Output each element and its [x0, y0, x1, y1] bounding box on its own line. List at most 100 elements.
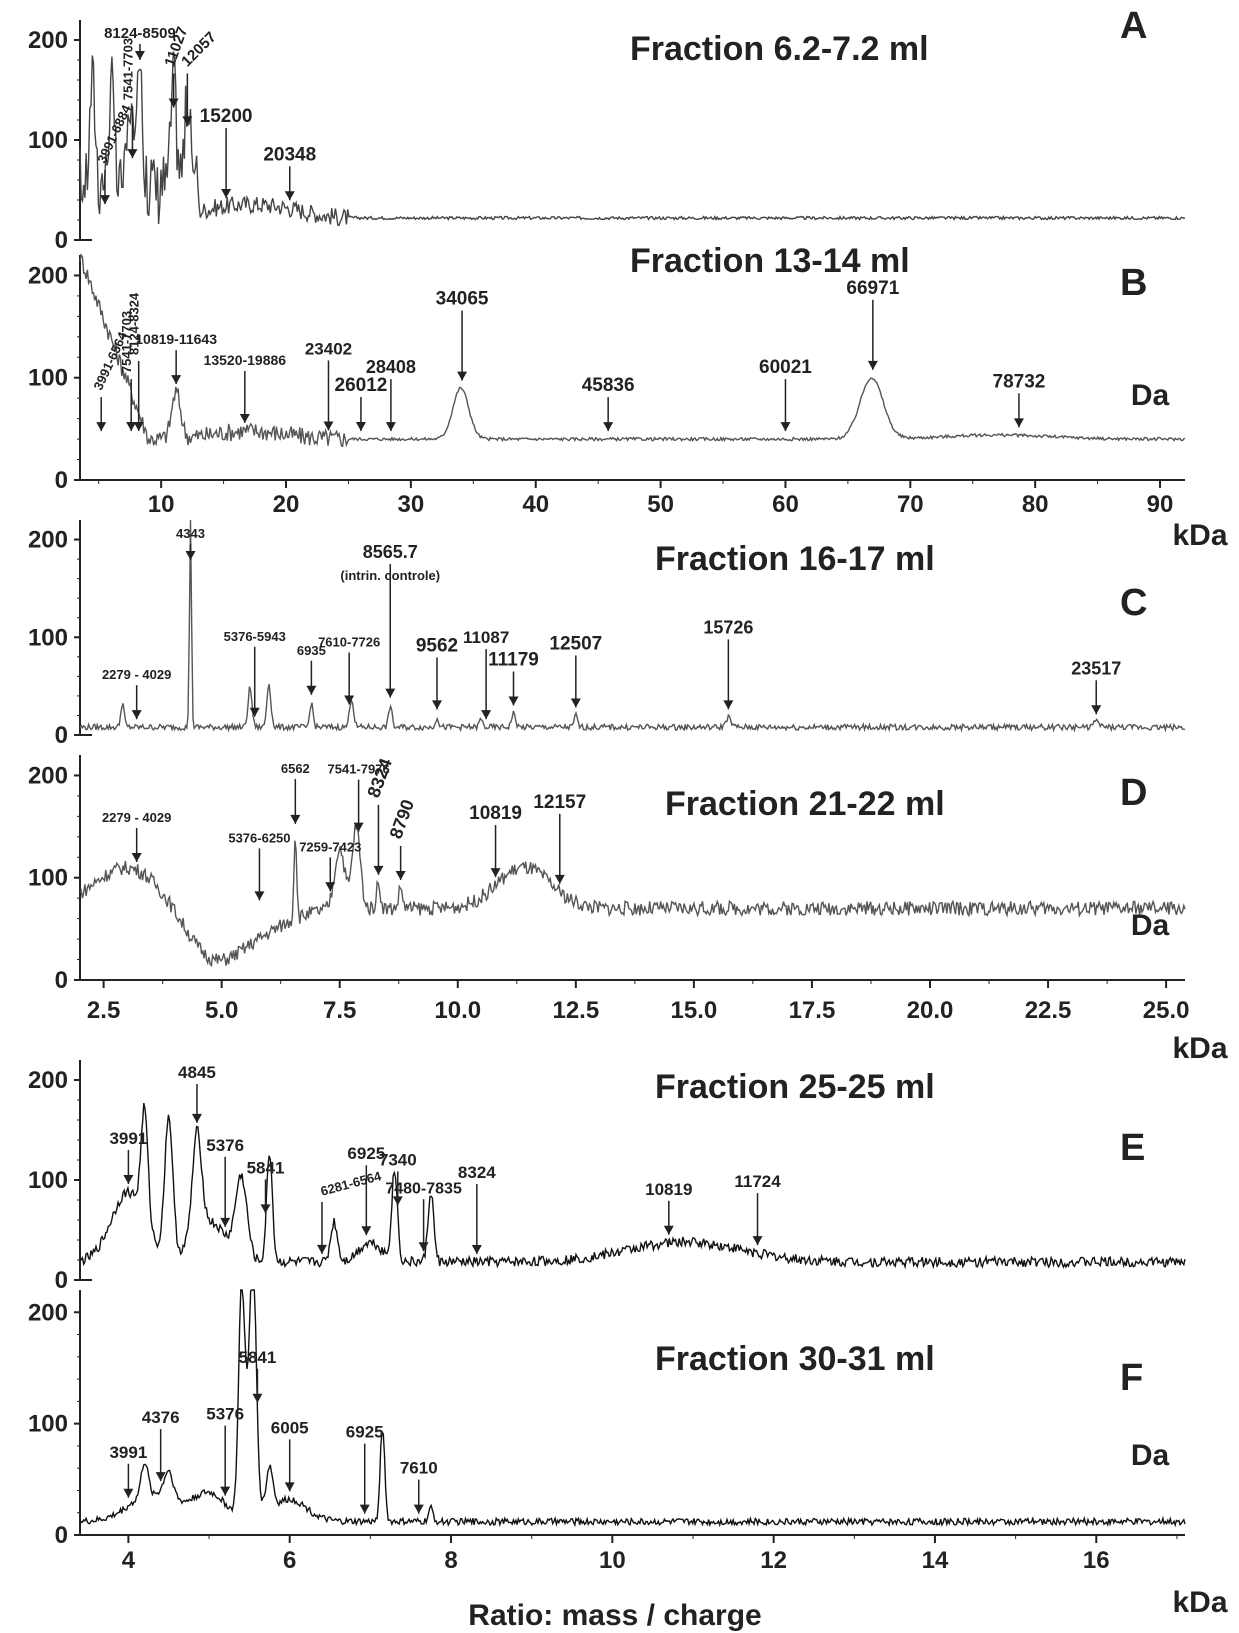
- peak-annotation: 26012: [335, 375, 388, 396]
- arrow-head: [171, 375, 182, 385]
- unit-da: Da: [1131, 379, 1170, 412]
- arrow-head: [134, 51, 145, 60]
- panel-letter: E: [1120, 1127, 1145, 1169]
- arrow-head: [325, 882, 336, 892]
- peak-annotation: 6562: [281, 761, 310, 776]
- peak-annotation: 5376-5943: [224, 629, 286, 644]
- arrow-head: [867, 360, 878, 370]
- peak-annotation: 60021: [759, 357, 812, 378]
- peak-annotation: 13520-19886: [204, 352, 287, 368]
- ytick-label: 0: [55, 1522, 68, 1549]
- xtick-label: 22.5: [1025, 997, 1072, 1024]
- peak-annotation: 15200: [200, 106, 253, 127]
- peak-annotation: 7480-7835: [385, 1180, 462, 1197]
- arrow-head: [123, 1488, 134, 1498]
- arrow-head: [373, 865, 384, 875]
- peak-annotation: 12507: [549, 633, 602, 654]
- arrow-head: [316, 1244, 327, 1254]
- xtick-label: 90: [1147, 491, 1174, 518]
- peak-annotation: 6005: [271, 1418, 309, 1437]
- peak-annotation: (intrin. controle): [340, 568, 440, 583]
- arrow-head: [220, 1486, 231, 1496]
- arrow-head: [155, 1472, 166, 1482]
- arrow-head: [127, 149, 138, 159]
- arrow-head: [780, 422, 791, 432]
- peak-annotation: 7541-7976: [328, 762, 390, 777]
- xtick-label: 40: [522, 491, 549, 518]
- arrow-head: [290, 814, 301, 824]
- arrow-head: [395, 870, 406, 880]
- peak-annotation: 8324: [458, 1163, 496, 1182]
- arrow-head: [323, 421, 334, 431]
- arrow-head: [663, 1225, 674, 1235]
- arrow-head: [385, 688, 396, 698]
- arrow-head: [96, 422, 107, 432]
- arrow-head: [413, 1504, 424, 1514]
- arrow-head: [123, 1174, 134, 1184]
- panel-e: 0 100 200 Fraction 25-25 ml E 3991 4845 5376584…: [28, 1060, 1186, 1294]
- xtick-label: 50: [647, 491, 674, 518]
- xtick-label: 20: [273, 491, 300, 518]
- peak-annotation: 6925: [347, 1144, 385, 1163]
- peak-annotation: 23402: [305, 339, 352, 358]
- peak-annotation: 6935: [297, 643, 326, 658]
- arrow-head: [252, 1393, 263, 1403]
- arrow-head: [249, 707, 260, 717]
- xtick-label: 20.0: [907, 997, 954, 1024]
- xtick-label: 8: [444, 1547, 457, 1574]
- xtick-label: 14: [922, 1547, 949, 1574]
- spectrum-trace-C: [79, 519, 1186, 733]
- peak-annotation: 6281-6564: [319, 1168, 384, 1199]
- arrow-head: [1091, 705, 1102, 715]
- xtick-label: 4: [122, 1547, 136, 1574]
- arrow-head: [432, 700, 442, 710]
- arrow-head: [723, 700, 734, 710]
- arrow-head: [306, 685, 317, 695]
- arrow-head: [355, 422, 366, 432]
- peak-annotation: 10819-11643: [135, 331, 217, 347]
- peak-annotation: 3991: [109, 1129, 147, 1148]
- peak-annotation: 7610-7726: [318, 635, 380, 650]
- ytick-label: 0: [55, 722, 68, 749]
- x-axis-label: Ratio: mass / charge: [468, 1599, 761, 1632]
- xtick-label: 80: [1022, 491, 1049, 518]
- ytick-label: 100: [28, 1167, 68, 1194]
- peak-annotation: 7610: [400, 1459, 438, 1478]
- xtick-label: 12.5: [552, 997, 599, 1024]
- ytick-label: 100: [28, 1411, 68, 1438]
- xtick-label: 7.5: [323, 997, 356, 1024]
- panel-letter: F: [1120, 1357, 1143, 1399]
- panel-d: 0 100 200 2.5 5.0 7.5 10.0 12.5 15.0 17.5 20.0 22.5…: [28, 755, 1228, 1065]
- peak-annotation: 5376: [206, 1136, 244, 1155]
- xtick-label: 16: [1083, 1547, 1110, 1574]
- arrow-head: [490, 868, 501, 878]
- peak-annotation: 12157: [533, 792, 586, 813]
- ytick-label: 0: [55, 227, 68, 254]
- xtick-label: 60: [772, 491, 799, 518]
- ytick-label: 200: [28, 527, 68, 554]
- arrow-head: [570, 698, 581, 708]
- peak-annotation: 23517: [1071, 658, 1121, 678]
- arrow-head: [99, 195, 110, 205]
- peak-annotation: 4845: [178, 1063, 216, 1082]
- ytick-label: 100: [28, 365, 68, 392]
- arrow-head: [344, 695, 355, 705]
- arrow-head: [221, 189, 232, 199]
- arrow-head: [260, 1204, 271, 1214]
- ytick-label: 0: [55, 1267, 68, 1294]
- peak-annotation: 8124-8324: [127, 292, 142, 355]
- arrow-head: [131, 710, 142, 720]
- ytick-label: 200: [28, 762, 68, 789]
- peak-annotation: 11724: [734, 1172, 781, 1191]
- arrow-head: [168, 98, 179, 108]
- xtick-label: 2.5: [87, 997, 120, 1024]
- arrow-head: [1013, 418, 1024, 428]
- xtick-label: 17.5: [789, 997, 836, 1024]
- arrow-head: [185, 551, 196, 560]
- peak-annotation: 78732: [993, 371, 1046, 392]
- unit-da: Da: [1131, 1439, 1170, 1472]
- arrow-head: [220, 1217, 231, 1227]
- peak-annotation: 8790: [386, 797, 418, 841]
- panel-title: Fraction 6.2-7.2 ml: [630, 30, 929, 68]
